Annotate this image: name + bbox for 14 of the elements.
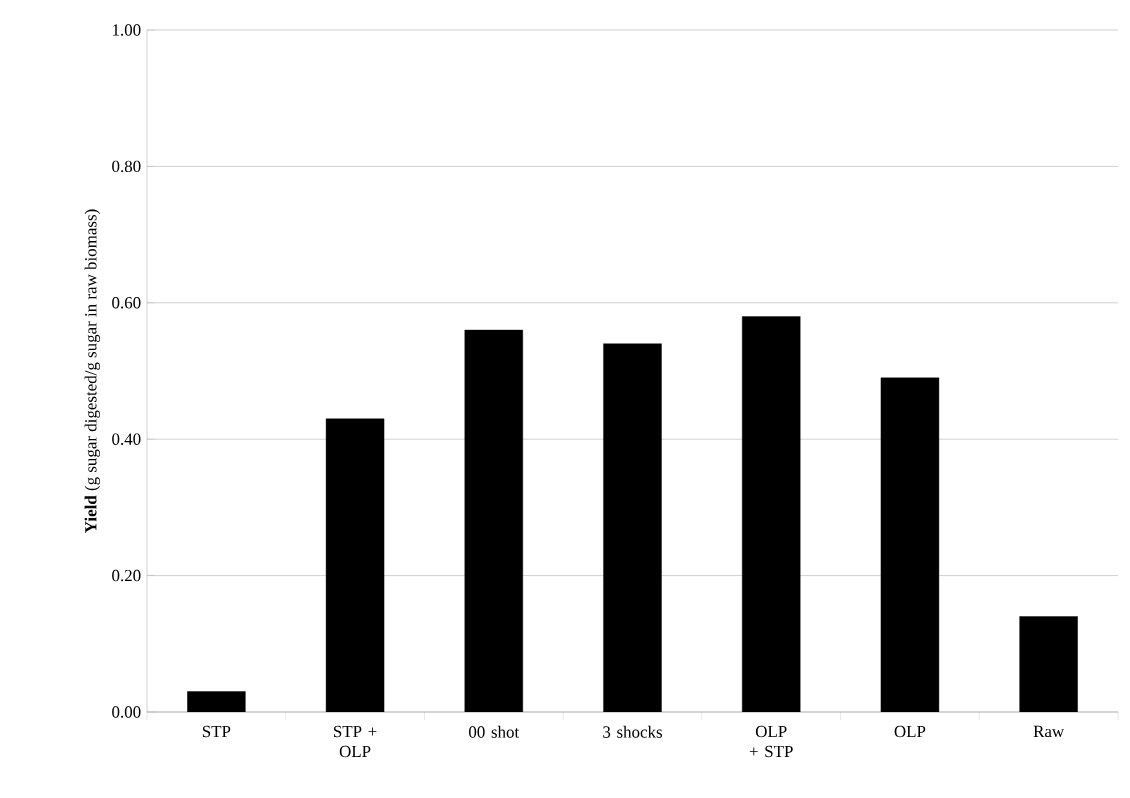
x-tick-label: 00 shot: [469, 725, 520, 738]
y-tick-label: 0.00: [112, 706, 141, 718]
y-tick-label: 1.00: [113, 24, 141, 36]
x-tick-label: STP: [202, 725, 231, 738]
x-tick-label: OLP: [894, 725, 926, 738]
x-tick-label: OLP + STP: [749, 725, 793, 758]
y-tick-label: 0.60: [112, 297, 141, 309]
x-tick-label: STP + OLP: [334, 725, 377, 758]
y-tick-label: 0.40: [112, 433, 141, 445]
y-tick-label: 0.80: [112, 160, 141, 173]
y-axis-title: Yield (g sugar digested/g sugar in raw biomass): [84, 209, 101, 533]
y-tick-label: 0.20: [112, 569, 141, 582]
x-tick-label: 3 shocks: [603, 725, 662, 738]
x-tick-label: Raw: [1033, 725, 1065, 738]
